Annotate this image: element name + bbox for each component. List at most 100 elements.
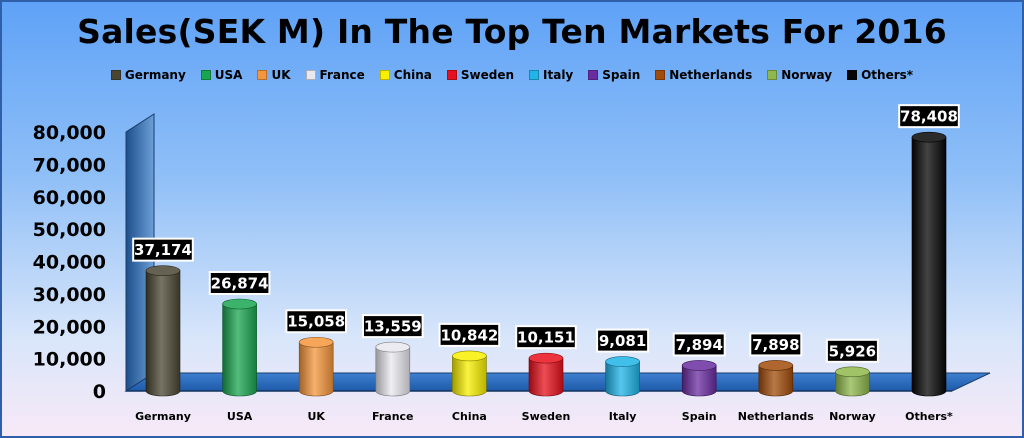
y-tick-label: 40,000 <box>33 252 106 274</box>
legend-item: Sweden <box>446 68 514 82</box>
legend-label: Germany <box>124 68 186 82</box>
bar <box>528 352 564 397</box>
y-tick-label: 10,000 <box>33 349 106 371</box>
data-label-text: 10,151 <box>517 329 575 347</box>
bar-top <box>222 298 257 310</box>
legend-swatch <box>655 70 666 80</box>
data-label-box <box>825 338 879 363</box>
y-tick-label: 30,000 <box>33 284 106 306</box>
legend-label: UK <box>271 68 291 82</box>
bar-body <box>452 355 487 397</box>
x-category-label: UK <box>307 410 325 423</box>
x-category-label: USA <box>227 410 253 423</box>
bar-body <box>222 303 257 397</box>
bar <box>298 336 334 397</box>
data-label-box <box>596 328 650 353</box>
data-label: 9,081 <box>596 328 650 353</box>
data-label-text: 37,174 <box>134 241 192 259</box>
bar <box>375 341 411 397</box>
data-label-box <box>898 104 960 129</box>
bar-top <box>452 350 487 362</box>
x-category-label: Norway <box>829 410 876 423</box>
bar-body <box>758 365 794 397</box>
legend-item: USA <box>200 68 243 82</box>
x-category-label: China <box>452 410 487 423</box>
data-label: 7,894 <box>672 332 726 357</box>
y-tick-label: 60,000 <box>33 187 106 209</box>
legend-swatch <box>110 70 121 80</box>
bar-top <box>911 131 947 143</box>
data-label-box <box>362 314 424 339</box>
data-label-text: 7,894 <box>675 336 722 354</box>
bar-top <box>145 265 181 276</box>
legend-swatch <box>305 70 316 80</box>
bar <box>758 360 794 397</box>
legend-label: USA <box>214 68 243 82</box>
legend-item: Italy <box>529 68 573 82</box>
y-tick-label: 20,000 <box>33 316 106 338</box>
bar-body <box>605 361 640 397</box>
data-label-box <box>749 332 803 357</box>
data-label: 37,174 <box>132 237 194 262</box>
bar-body <box>298 341 334 397</box>
bar-top <box>605 356 640 367</box>
legend-item: China <box>379 68 432 82</box>
bar <box>605 356 640 397</box>
chart-title: Sales(SEK M) In The Top Ten Markets For … <box>77 12 947 51</box>
x-category-label: Sweden <box>522 410 571 423</box>
data-label-box <box>208 270 271 295</box>
x-category-label: France <box>372 410 413 423</box>
legend-swatch <box>379 70 390 80</box>
data-label: 26,874 <box>208 270 271 295</box>
data-label: 10,151 <box>515 325 577 350</box>
data-label: 15,058 <box>285 309 347 334</box>
bar-body <box>835 371 870 397</box>
bar-top <box>758 360 794 371</box>
data-label-text: 15,058 <box>287 313 345 331</box>
y-tick-label: 50,000 <box>33 219 106 241</box>
data-label: 78,408 <box>898 104 960 129</box>
bar-body <box>681 365 717 397</box>
bar-body <box>145 270 181 397</box>
legend-swatch <box>529 70 540 80</box>
bar-top <box>835 366 870 378</box>
x-category-label: Spain <box>682 410 717 423</box>
data-label-text: 78,408 <box>900 108 958 126</box>
legend-label: Netherlands <box>669 68 753 82</box>
bar <box>911 131 947 397</box>
legend-swatch <box>588 70 599 80</box>
data-label-box <box>285 309 347 334</box>
data-label: 7,898 <box>749 332 803 357</box>
data-label: 5,926 <box>825 338 879 363</box>
legend-item: Others* <box>847 68 913 82</box>
legend-swatch <box>446 70 457 80</box>
bar <box>452 350 487 397</box>
legend-swatch <box>767 70 778 80</box>
y-tick-label: 80,000 <box>33 122 106 144</box>
chart-legend: Germany USA UK France China Sweden Italy Spain N… <box>2 68 1022 82</box>
data-label-text: 13,559 <box>364 318 422 336</box>
bar-body <box>375 346 411 397</box>
bar <box>145 265 181 397</box>
legend-swatch <box>847 70 858 80</box>
legend-label: China <box>393 68 432 82</box>
legend-item: Spain <box>588 68 640 82</box>
x-category-label: Germany <box>135 410 191 423</box>
data-label-box <box>515 325 577 350</box>
x-category-label: Others* <box>905 410 953 423</box>
bar <box>222 298 257 397</box>
data-label-text: 10,842 <box>440 326 498 344</box>
legend-item: Germany <box>110 68 186 82</box>
bar-body <box>911 136 947 397</box>
data-label: 13,559 <box>362 314 424 339</box>
legend-swatch <box>200 70 211 80</box>
bar <box>681 360 717 397</box>
legend-item: Norway <box>767 68 832 82</box>
x-category-label: Italy <box>609 410 637 423</box>
y-tick-label: 0 <box>93 381 106 403</box>
y-tick-label: 70,000 <box>33 154 106 176</box>
data-label-text: 9,081 <box>599 332 646 350</box>
bar-top <box>298 336 334 348</box>
